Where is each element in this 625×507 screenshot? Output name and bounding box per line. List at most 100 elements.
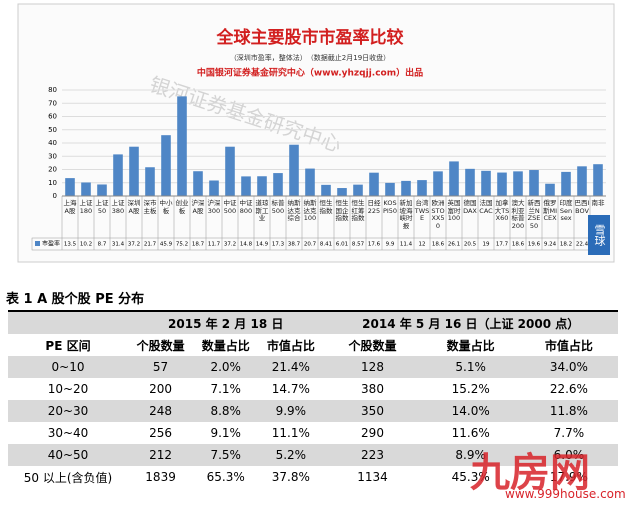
bar xyxy=(385,182,395,196)
x-tick-label: 道琼斯工业 xyxy=(255,199,269,222)
column-header: 市值占比 xyxy=(266,338,315,353)
y-tick-label: 70 xyxy=(48,99,57,107)
value-label: 8.57 xyxy=(352,242,365,248)
table-caption: 表 1 A 股个股 PE 分布 xyxy=(6,292,145,307)
bar xyxy=(369,172,379,196)
chart-source: 中国银河证券基金研究中心（www.yhzqjj.com）出品 xyxy=(197,67,423,79)
bar xyxy=(353,184,363,196)
column-header: 市值占比 xyxy=(544,338,593,353)
value-label: 8.41 xyxy=(320,242,332,248)
value-label: 18.6 xyxy=(512,242,525,248)
table-cell: 10~20 xyxy=(47,382,89,396)
value-label: 19 xyxy=(483,242,490,248)
bar xyxy=(337,188,347,196)
table-cell: 1839 xyxy=(145,470,176,484)
y-tick-label: 0 xyxy=(53,192,57,200)
x-tick-label: 上证180 xyxy=(79,199,93,215)
table-cell: 50 以上(含负值) xyxy=(23,470,113,485)
value-label: 19.6 xyxy=(528,242,541,248)
table-cell: 223 xyxy=(323,444,422,466)
x-tick-label: 新西兰NZSE50 xyxy=(527,199,541,230)
table-cell: 9.9% xyxy=(258,400,324,422)
y-tick-label: 60 xyxy=(48,113,57,121)
header-cell xyxy=(8,310,128,334)
value-label: 37.2 xyxy=(224,242,236,248)
bar xyxy=(433,171,443,196)
bar xyxy=(529,170,539,196)
value-label: 31.4 xyxy=(112,242,125,248)
bar xyxy=(401,180,411,196)
x-tick-label: 欧洲STOXX50 xyxy=(431,199,445,230)
x-tick-label: 英国富时100 xyxy=(447,199,461,222)
bar xyxy=(113,154,123,196)
bar xyxy=(417,180,427,196)
table-cell: 7.5% xyxy=(193,444,259,466)
table-cell: 30~40 xyxy=(47,426,89,440)
bar xyxy=(593,164,603,196)
value-label: 9.9 xyxy=(386,242,395,248)
x-tick-label: 新加坡海峡时报 xyxy=(399,199,413,230)
y-tick-label: 30 xyxy=(48,152,57,160)
bar xyxy=(545,183,555,196)
table-cell: 256 xyxy=(149,426,173,440)
column-header: PE 区间 xyxy=(45,338,91,353)
x-tick-label: 中证500 xyxy=(223,199,237,215)
table-row: 0~10 57 2.0% 21.4% 128 5.1% 34.0% xyxy=(8,356,618,378)
bar xyxy=(65,178,75,196)
table-cell: 9.1% xyxy=(210,426,241,440)
value-label: 26.1 xyxy=(448,242,460,248)
x-tick-label: 日经225 xyxy=(367,199,381,215)
bar xyxy=(257,176,267,196)
column-header: 数量占比 xyxy=(446,338,495,353)
value-label: 38.7 xyxy=(288,242,301,248)
value-label: 45.9 xyxy=(160,242,173,248)
table-cell: 15.2% xyxy=(451,382,490,396)
bar xyxy=(273,173,283,196)
x-tick-label: 上证50 xyxy=(95,199,109,215)
bar xyxy=(177,96,187,196)
value-label: 17.3 xyxy=(272,242,285,248)
table-cell: 7.1% xyxy=(210,382,241,396)
value-label: 37.2 xyxy=(128,242,140,248)
table-cell: 17.9% xyxy=(549,470,588,484)
value-label: 10.2 xyxy=(80,242,92,248)
group-header: 2015 年 2 月 18 日 xyxy=(128,310,324,334)
x-tick-label: 印度Sensex xyxy=(559,199,573,222)
bar xyxy=(225,146,235,196)
x-tick-label: 创业板 xyxy=(175,199,189,215)
table-cell: 350 xyxy=(323,400,422,422)
table-cell: 290 xyxy=(361,426,384,440)
chart-frame xyxy=(17,3,615,263)
bar xyxy=(161,135,171,196)
x-tick-label: 法国CAC xyxy=(479,199,493,215)
header-row: PE 区间 个股数量 数量占比 市值占比 个股数量 数量占比 市值占比 xyxy=(8,334,618,356)
table-row: 50 以上(含负值) 1839 65.3% 37.8% 1134 45.3% 17.9% xyxy=(8,466,618,488)
value-label: 11.7 xyxy=(208,242,221,248)
value-label: 21.7 xyxy=(144,242,157,248)
table-row: 20~30 248 8.8% 9.9% 350 14.0% 11.8% xyxy=(8,400,618,422)
legend-swatch xyxy=(35,241,40,246)
group-header: 2014 年 5 月 16 日（上证 2000 点） xyxy=(323,310,618,334)
x-tick-label: 德国DAX xyxy=(463,199,477,215)
table-cell: 5.1% xyxy=(421,356,520,378)
table-cell: 37.8% xyxy=(271,470,310,484)
value-label: 20.5 xyxy=(464,242,477,248)
x-tick-label: 台湾TWSE xyxy=(414,199,430,222)
chart-subtitle: （深圳市盈率，整体法） （数据截止2月19日收盘） xyxy=(230,53,390,62)
watermark-url: www.999house.com xyxy=(505,487,625,501)
x-tick-label: 南非 xyxy=(591,199,605,207)
x-tick-label: 沪深300 xyxy=(207,199,221,215)
table-row: 10~20 200 7.1% 14.7% 380 15.2% 22.6% xyxy=(8,378,618,400)
table-row: 40~50 212 7.5% 5.2% 223 8.9% 6.0% xyxy=(8,444,618,466)
table-cell: 21.4% xyxy=(258,356,324,378)
table-cell: 45.3% xyxy=(451,470,490,484)
y-tick-label: 40 xyxy=(48,139,57,147)
table-cell: 11.8% xyxy=(519,400,618,422)
column-header: 个股数量 xyxy=(136,338,185,353)
value-label: 20.7 xyxy=(304,242,317,248)
x-tick-label: 纳斯达克100 xyxy=(303,199,317,222)
bar xyxy=(497,172,507,196)
table: 2015 年 2 月 18 日 2014 年 5 月 16 日（上证 2000 点… xyxy=(8,310,618,488)
table-cell: 65.3% xyxy=(206,470,245,484)
